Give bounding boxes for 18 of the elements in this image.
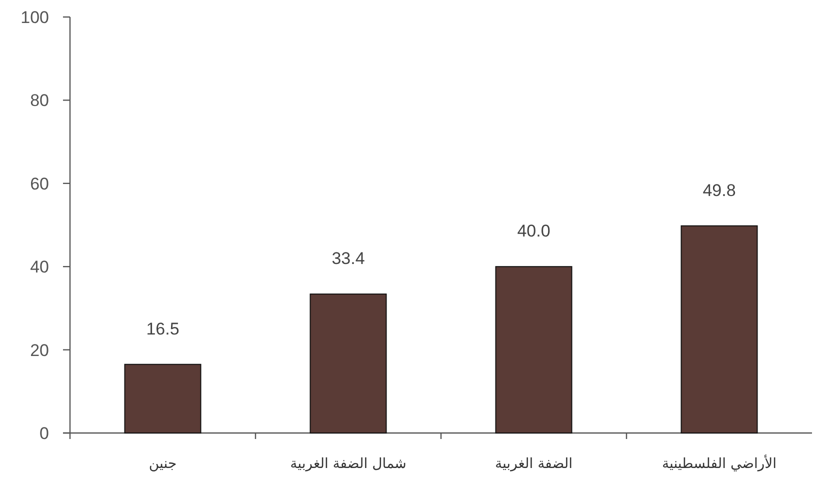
bar [310,294,387,434]
y-tick-label: 100 [20,8,49,27]
x-tick-label: شمال الضفة الغربية [290,456,406,472]
data-label: 33.4 [332,249,365,268]
y-tick-label: 60 [30,174,49,194]
x-tick-label: جنين [148,456,177,472]
y-tick-label: 0 [40,424,49,443]
data-label: 49.8 [702,180,736,200]
y-tick-label: 20 [30,340,49,360]
bar [495,266,572,434]
data-label: 16.5 [146,319,180,338]
x-tick-label: الأراضي الفلسطينية [662,454,777,472]
bar [680,225,758,434]
y-tick-label: 80 [30,91,49,110]
y-tick-label: 40 [30,258,49,277]
data-label: 40.0 [517,222,550,241]
bar [124,364,202,434]
x-tick-label: الضفة الغربية [494,456,573,472]
